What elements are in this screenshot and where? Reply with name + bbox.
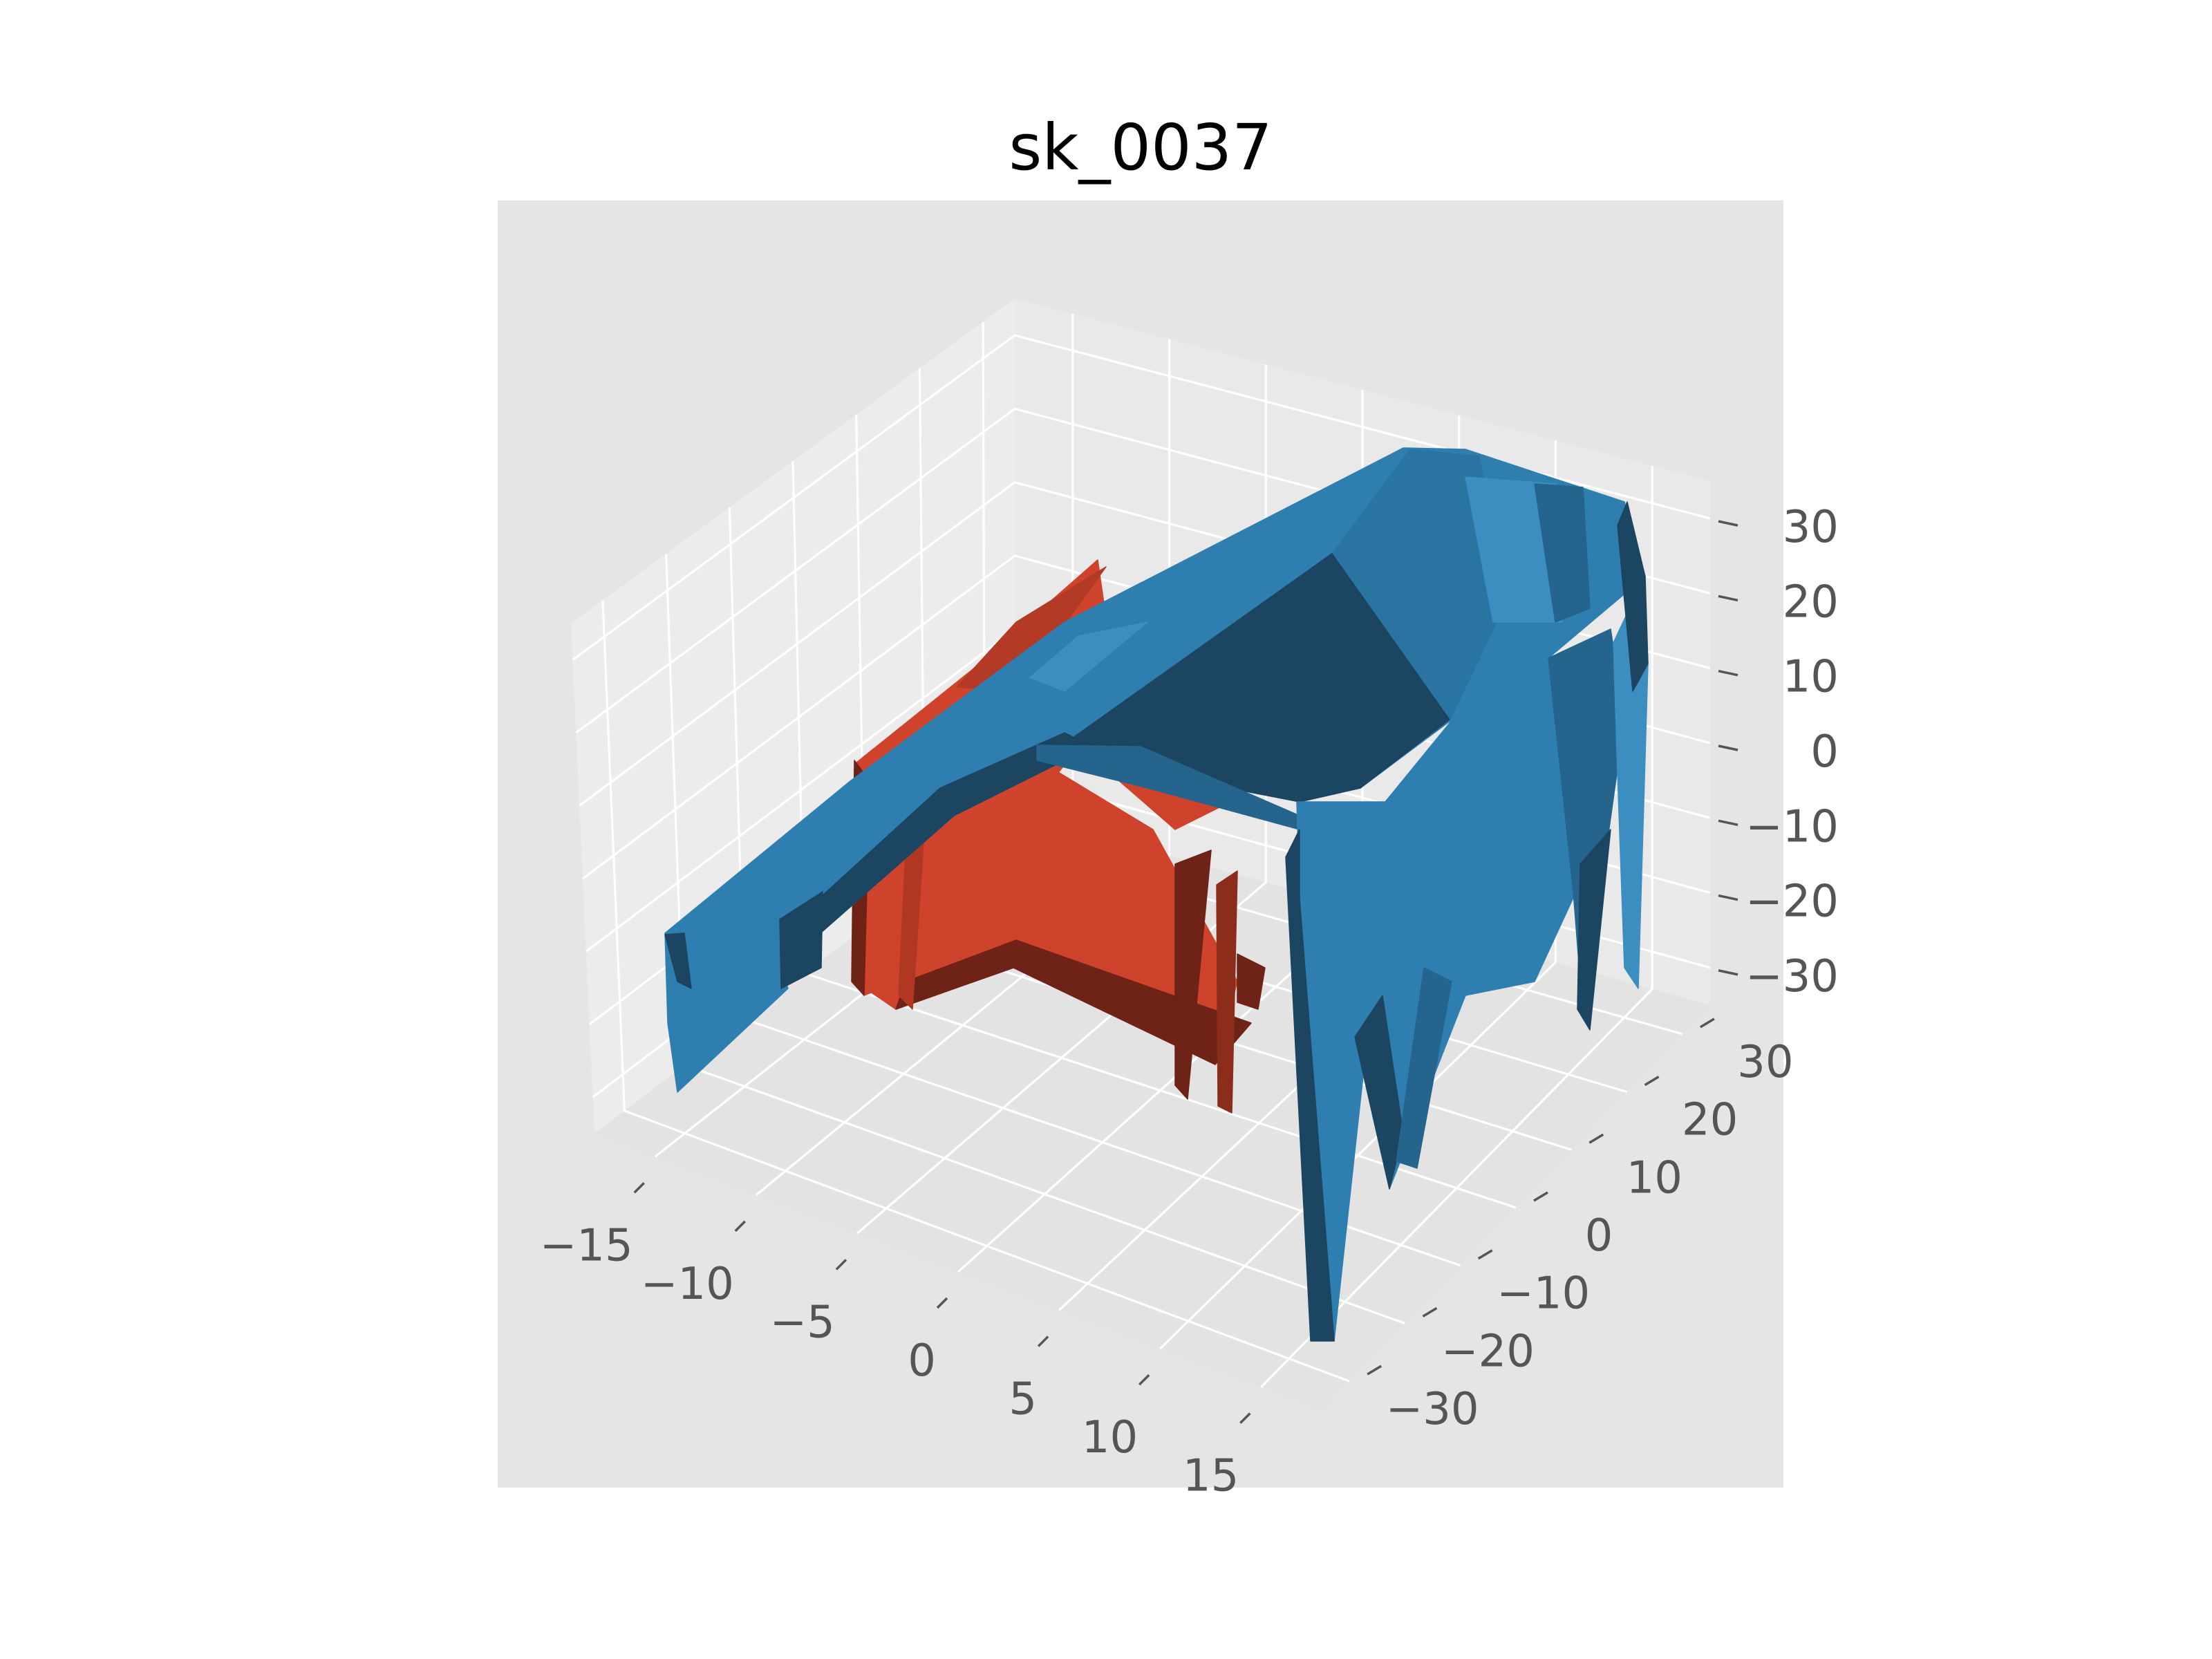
y-tick-mark xyxy=(1588,1133,1604,1144)
blue-surface-panel xyxy=(1029,621,1148,692)
blue-surface-panel xyxy=(1396,967,1452,1169)
z-tick-mark xyxy=(1718,594,1738,602)
y-tick-mark xyxy=(1367,1365,1382,1376)
y-tick-label: −20 xyxy=(1441,1326,1535,1377)
y-tick-label: 30 xyxy=(1737,1037,1793,1088)
blue-surface-panel xyxy=(1465,476,1563,623)
x-tick-label: 10 xyxy=(1082,1412,1138,1463)
x-tick-label: 0 xyxy=(908,1335,936,1387)
y-tick-label: 10 xyxy=(1627,1152,1683,1203)
blue-surface-panel xyxy=(1577,829,1611,1031)
grid-line-y xyxy=(601,600,1350,1382)
x-tick-mark xyxy=(1138,1374,1150,1386)
blue-surface-panel xyxy=(664,932,692,989)
grid-line-x xyxy=(755,339,1171,1197)
blue-surface-panel xyxy=(664,932,789,1093)
x-tick-label: 15 xyxy=(1183,1451,1239,1502)
z-tick-mark xyxy=(1718,819,1738,826)
z-tick-label: 10 xyxy=(1783,652,1839,703)
red-surface-panel xyxy=(1216,870,1238,1114)
z-tick-mark xyxy=(1718,520,1738,527)
red-surface-panel xyxy=(1174,850,1212,1100)
z-tick-label: −30 xyxy=(1745,951,1839,1002)
y-tick-mark xyxy=(1422,1306,1438,1318)
x-tick-label: 5 xyxy=(1009,1374,1037,1425)
x-tick-mark xyxy=(835,1259,847,1271)
z-tick-mark xyxy=(1718,969,1738,976)
x-tick-label: −10 xyxy=(641,1259,734,1310)
x-tick-mark xyxy=(1037,1335,1049,1347)
x-tick-label: −15 xyxy=(540,1220,633,1271)
blue-surface-panel xyxy=(1285,829,1335,1342)
blue-surface-panel xyxy=(1617,501,1649,692)
x-tick-mark xyxy=(936,1297,948,1309)
tick-labels: −15−10−5051015−30−20−100102030−30−20−100… xyxy=(540,502,1839,1502)
z-tick-label: 0 xyxy=(1810,727,1839,778)
red-surface-panel xyxy=(1237,953,1266,1010)
blue-surface-panel xyxy=(779,891,823,989)
z-tick-mark xyxy=(1718,894,1738,901)
y-tick-label: −30 xyxy=(1386,1384,1479,1435)
y-tick-mark xyxy=(1533,1191,1548,1202)
x-tick-label: −5 xyxy=(770,1297,835,1348)
z-tick-label: 20 xyxy=(1783,577,1839,628)
x-tick-mark xyxy=(734,1220,747,1232)
tick-marks xyxy=(633,520,1738,1424)
y-tick-label: 20 xyxy=(1682,1095,1738,1146)
grid-line-x xyxy=(1260,466,1653,1388)
y-tick-mark xyxy=(1644,1076,1660,1087)
y-tick-mark xyxy=(1477,1249,1493,1260)
x-tick-mark xyxy=(1239,1412,1251,1424)
blue-surface-panel xyxy=(1050,552,1451,803)
z-tick-label: −10 xyxy=(1745,801,1839,852)
chart-title: sk_0037 xyxy=(1009,111,1272,185)
y-tick-label: 0 xyxy=(1585,1210,1613,1262)
blue-surface-panel xyxy=(1534,483,1591,623)
y-tick-mark xyxy=(1699,1018,1715,1029)
z-tick-mark xyxy=(1718,670,1738,677)
z-tick-label: −20 xyxy=(1745,877,1839,928)
y-tick-label: −10 xyxy=(1497,1268,1590,1320)
z-tick-label: 30 xyxy=(1783,502,1839,553)
x-tick-mark xyxy=(633,1182,645,1194)
surfaces xyxy=(664,447,1649,1342)
z-tick-mark xyxy=(1718,744,1738,751)
